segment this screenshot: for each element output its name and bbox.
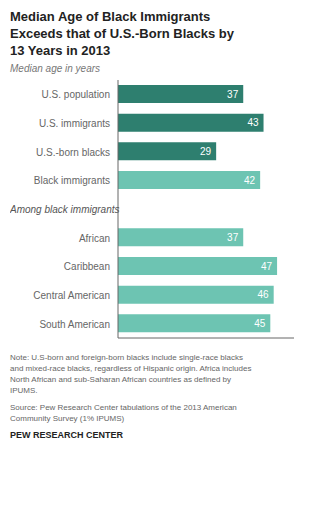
svg-text:U.S. population: U.S. population — [42, 89, 110, 100]
svg-text:45: 45 — [254, 318, 266, 329]
svg-text:29: 29 — [200, 146, 212, 157]
svg-text:U.S. immigrants: U.S. immigrants — [39, 118, 110, 129]
html-text:Median age in years: Median age in years — [10, 63, 101, 74]
svg-text:47: 47 — [261, 261, 273, 272]
html-text:Note: U.S-born and foreign-bor: Note: U.S-born and foreign-born blacks i… — [10, 353, 252, 395]
svg-text:Among black immigrants: Among black immigrants — [10, 204, 119, 215]
svg-text:42: 42 — [244, 175, 256, 186]
svg-text:37: 37 — [227, 89, 239, 100]
html-text:PEW RESEARCH CENTER: PEW RESEARCH CENTER — [10, 430, 123, 440]
svg-text:South American: South American — [39, 319, 110, 330]
svg-text:Caribbean: Caribbean — [64, 261, 110, 272]
html-text:Median Age of Black Immigrants: Median Age of Black Immigrants Exceeds t… — [10, 9, 234, 58]
svg-text:African: African — [79, 233, 110, 244]
svg-text:46: 46 — [258, 289, 270, 300]
svg-text:Black immigrants: Black immigrants — [34, 175, 110, 186]
svg-text:37: 37 — [227, 232, 239, 243]
svg-text:Central American: Central American — [33, 290, 110, 301]
svg-text:43: 43 — [247, 117, 259, 128]
html-text:Source: Pew Research Center ta: Source: Pew Research Center tabulations … — [10, 403, 237, 423]
svg-text:U.S.-born blacks: U.S.-born blacks — [36, 147, 110, 158]
